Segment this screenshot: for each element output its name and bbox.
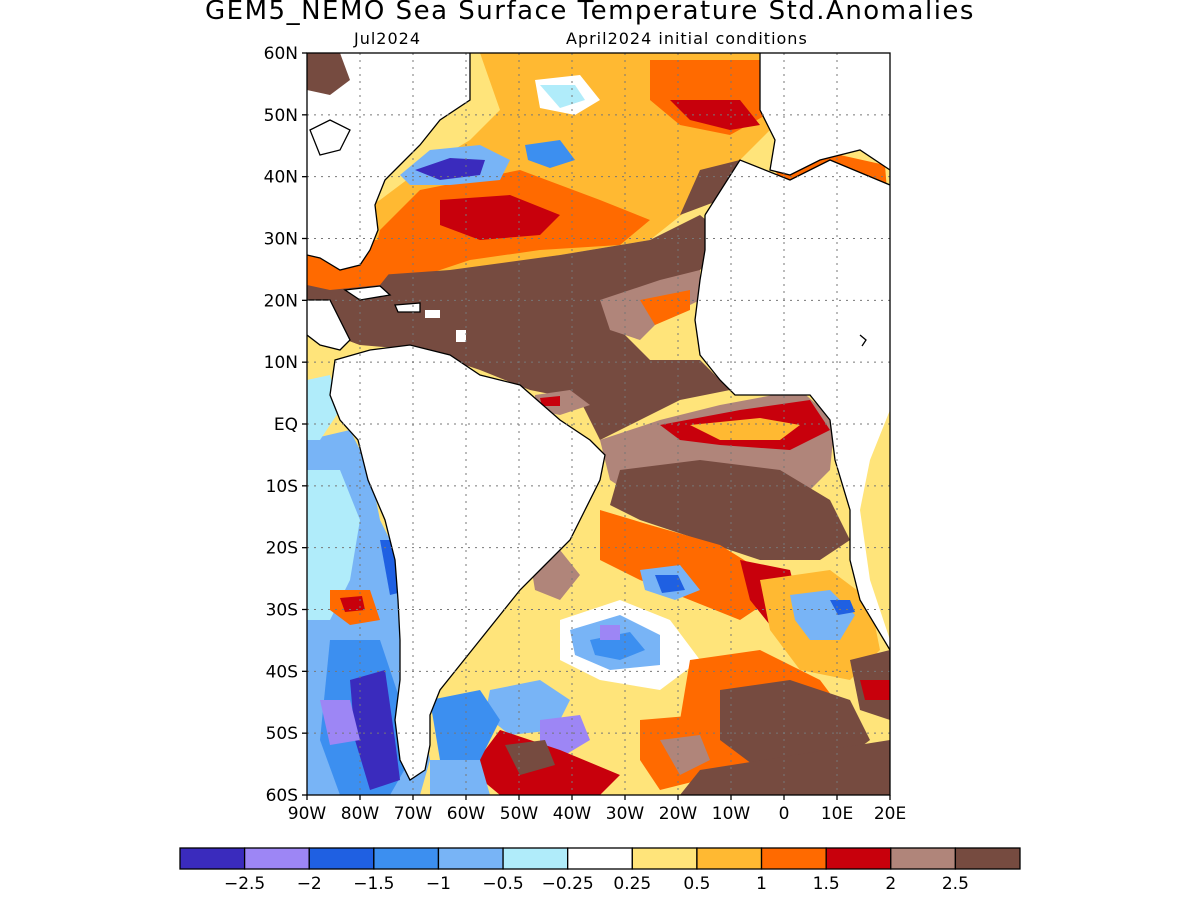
lon-tick-label: 10E: [821, 804, 853, 824]
lon-tick-label: 50W: [500, 804, 539, 824]
lon-tick-label: 80W: [341, 804, 380, 824]
colorbar-swatch: [760, 847, 827, 870]
lat-tick-label: 60S: [266, 786, 298, 806]
colorbar-label: 2: [885, 874, 896, 894]
colorbar-label: −2: [297, 874, 322, 894]
colorbar-swatch: [437, 847, 504, 870]
colorbar-swatch: [631, 847, 698, 870]
lat-tick-label: 10S: [266, 477, 298, 497]
lon-tick-label: 90W: [288, 804, 327, 824]
colorbar-label: −2.5: [224, 874, 265, 894]
colorbar-label: 1: [756, 874, 767, 894]
lat-tick-label: 60N: [264, 44, 298, 64]
lon-tick-label: 0: [779, 804, 790, 824]
init-conditions: April2024 initial conditions: [566, 29, 808, 48]
grid-lines: [307, 53, 890, 795]
lat-tick-label: 50N: [264, 106, 298, 126]
anomaly-field: [307, 53, 890, 795]
colorbar-label: −0.5: [482, 874, 523, 894]
colorbar-label: −1: [426, 874, 451, 894]
colorbar-label: 1.5: [813, 874, 840, 894]
valid-month: Jul2024: [354, 29, 422, 48]
latitude-axis: 60N 50N 40N 30N 20N 10N EQ 10S 20S 30S 40S 50S 60S: [264, 44, 307, 806]
colorbar-label: 2.5: [942, 874, 969, 894]
lat-tick-label: 30N: [264, 230, 298, 250]
lat-tick-label: 30S: [266, 601, 298, 621]
colorbar-swatch: [243, 847, 310, 870]
lat-tick-label: 50S: [266, 724, 298, 744]
lat-tick-label: 40S: [266, 662, 298, 682]
colorbar-swatch: [825, 847, 892, 870]
colorbar-swatch: [567, 847, 633, 870]
lon-tick-label: 20W: [659, 804, 698, 824]
lat-tick-label: 40N: [264, 168, 298, 188]
lon-tick-label: 30W: [606, 804, 645, 824]
lat-tick-label: 20S: [266, 539, 298, 559]
lat-tick-label: EQ: [274, 415, 298, 435]
colorbar-swatch: [179, 847, 246, 870]
colorbar-swatch: [890, 847, 957, 870]
colorbar-swatch: [954, 847, 1021, 870]
lon-tick-label: 10W: [712, 804, 751, 824]
colorbar-swatch: [308, 847, 375, 870]
colorbar-label: 0.25: [613, 874, 651, 894]
lat-tick-label: 10N: [264, 353, 298, 373]
longitude-axis: 90W 80W 70W 60W 50W 40W 30W 20W 10W 0 10E 20E: [288, 795, 906, 824]
colorbar-swatch: [696, 847, 763, 870]
colorbar-label: −1.5: [353, 874, 394, 894]
colorbar-label: 0.5: [683, 874, 710, 894]
lat-tick-label: 20N: [264, 291, 298, 311]
lon-tick-label: 20E: [874, 804, 906, 824]
lon-tick-label: 70W: [394, 804, 433, 824]
colorbar-swatch: [373, 847, 440, 870]
chart-title: GEM5_NEMO Sea Surface Temperature Std.An…: [205, 0, 975, 26]
lon-tick-label: 40W: [553, 804, 592, 824]
colorbar-label: −0.25: [542, 874, 594, 894]
lon-tick-label: 60W: [447, 804, 486, 824]
colorbar: −2.5 −2 −1.5 −1 −0.5 −0.25 0.25 0.5 1 1.5 2 2.5: [179, 847, 1021, 894]
colorbar-swatch: [502, 847, 569, 870]
